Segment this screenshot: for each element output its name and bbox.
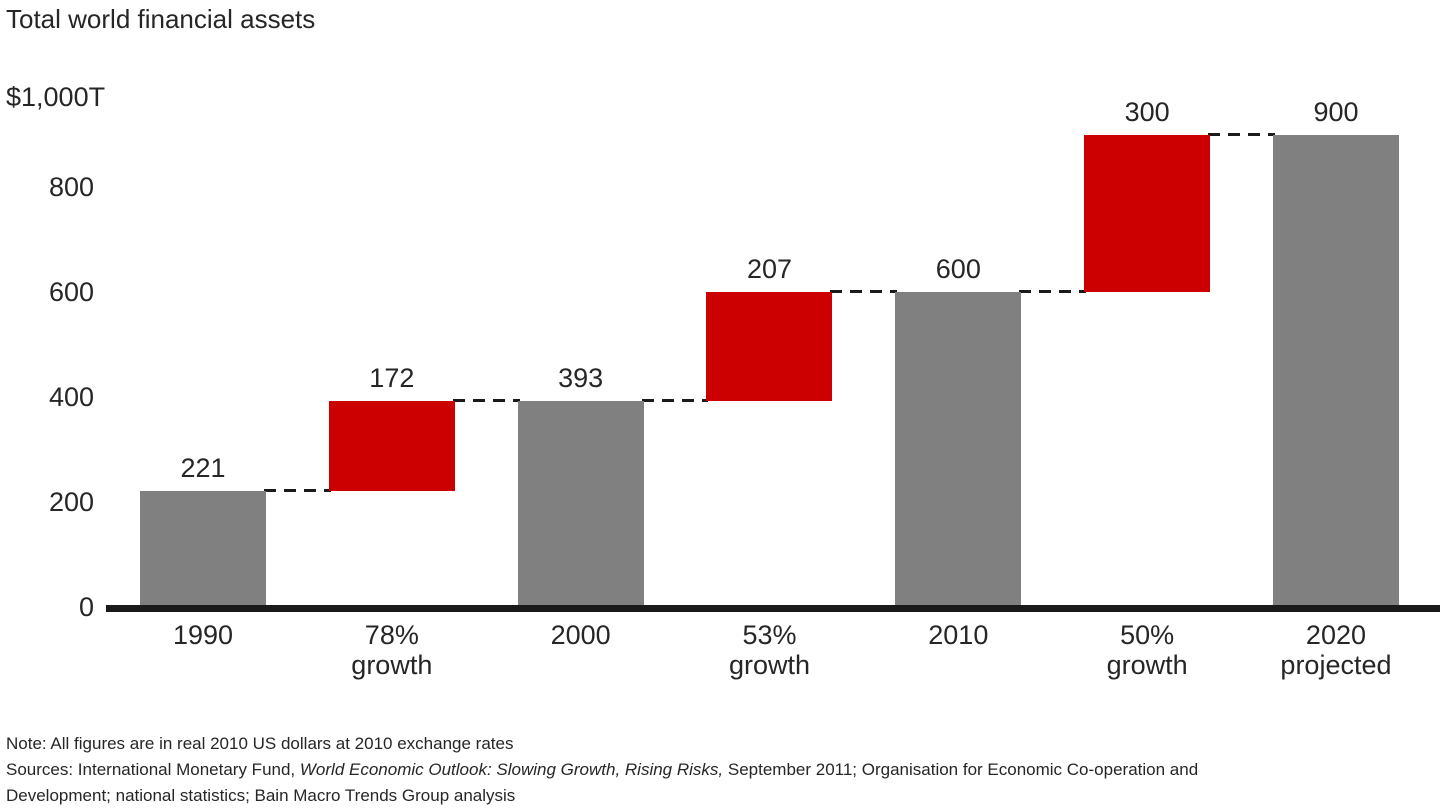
dashed-connector: [452, 398, 520, 402]
bar-value-label: 221: [180, 453, 226, 484]
y-tick-label: 800: [48, 172, 94, 203]
bar-value-label: 600: [935, 254, 981, 285]
category-label-line: 78%: [364, 620, 419, 650]
bar-50pct-growth: [1084, 134, 1211, 293]
category-label: 1990: [108, 620, 298, 650]
footnote-sources-italic: World Economic Outlook: Slowing Growth, …: [299, 760, 724, 779]
footnote-sources-prefix: Sources: International Monetary Fund,: [6, 760, 300, 779]
footnote-sources-line2: Development; national statistics; Bain M…: [6, 786, 516, 805]
bar-1990: [140, 491, 266, 607]
chart-title: Total world financial assets: [6, 4, 316, 34]
bar-2000: [517, 400, 644, 607]
footnote-sources-line1: Sources: International Monetary Fund, Wo…: [6, 757, 1436, 783]
dashed-connector: [1208, 132, 1275, 136]
category-label-line: growth: [1106, 650, 1188, 680]
category-label-line: growth: [351, 650, 433, 680]
footnotes: Note: All figures are in real 2010 US do…: [6, 731, 1436, 809]
bar-53pct-growth: [706, 292, 833, 401]
category-label-line: 2020: [1305, 620, 1366, 650]
y-tick-label: 0: [78, 592, 94, 622]
bar-value-label: 393: [558, 362, 604, 393]
category-label: 53% growth: [674, 620, 864, 680]
dashed-connector: [264, 489, 331, 493]
footnote-note: Note: All figures are in real 2010 US do…: [6, 734, 514, 753]
dashed-connector: [1019, 290, 1087, 294]
bar-value-label: 900: [1313, 96, 1359, 127]
y-tick-label: 400: [48, 382, 94, 413]
footnote-sources-mid: September 2011; Organisation for Economi…: [723, 760, 1199, 779]
y-tick-label: 600: [48, 277, 94, 308]
bar-78pct-growth: [328, 400, 455, 492]
category-label: 2020 projected: [1241, 620, 1431, 680]
category-label-line: 2010: [928, 620, 989, 650]
category-label: 78% growth: [297, 620, 487, 680]
category-label: 2010: [863, 620, 1053, 650]
bar-value-label: 172: [369, 362, 415, 393]
y-axis-max-label: $1,000T: [6, 82, 106, 112]
category-label-line: growth: [728, 650, 810, 680]
category-label: 50% growth: [1052, 620, 1242, 680]
bar-value-label: 207: [746, 254, 793, 285]
dashed-connector: [641, 398, 709, 402]
category-label-line: 2000: [550, 620, 611, 650]
category-label: 2000: [486, 620, 676, 650]
category-label-line: 1990: [172, 620, 234, 650]
category-label-line: 50%: [1120, 620, 1175, 650]
bar-2020-projected: [1272, 134, 1399, 607]
dashed-connector: [830, 290, 898, 294]
category-label-line: projected: [1280, 650, 1392, 680]
x-axis-line: [106, 605, 1440, 612]
bar-value-label: 300: [1124, 96, 1170, 127]
category-label-line: 53%: [742, 620, 797, 650]
y-tick-label: 200: [48, 487, 94, 518]
bar-2010: [895, 292, 1022, 607]
